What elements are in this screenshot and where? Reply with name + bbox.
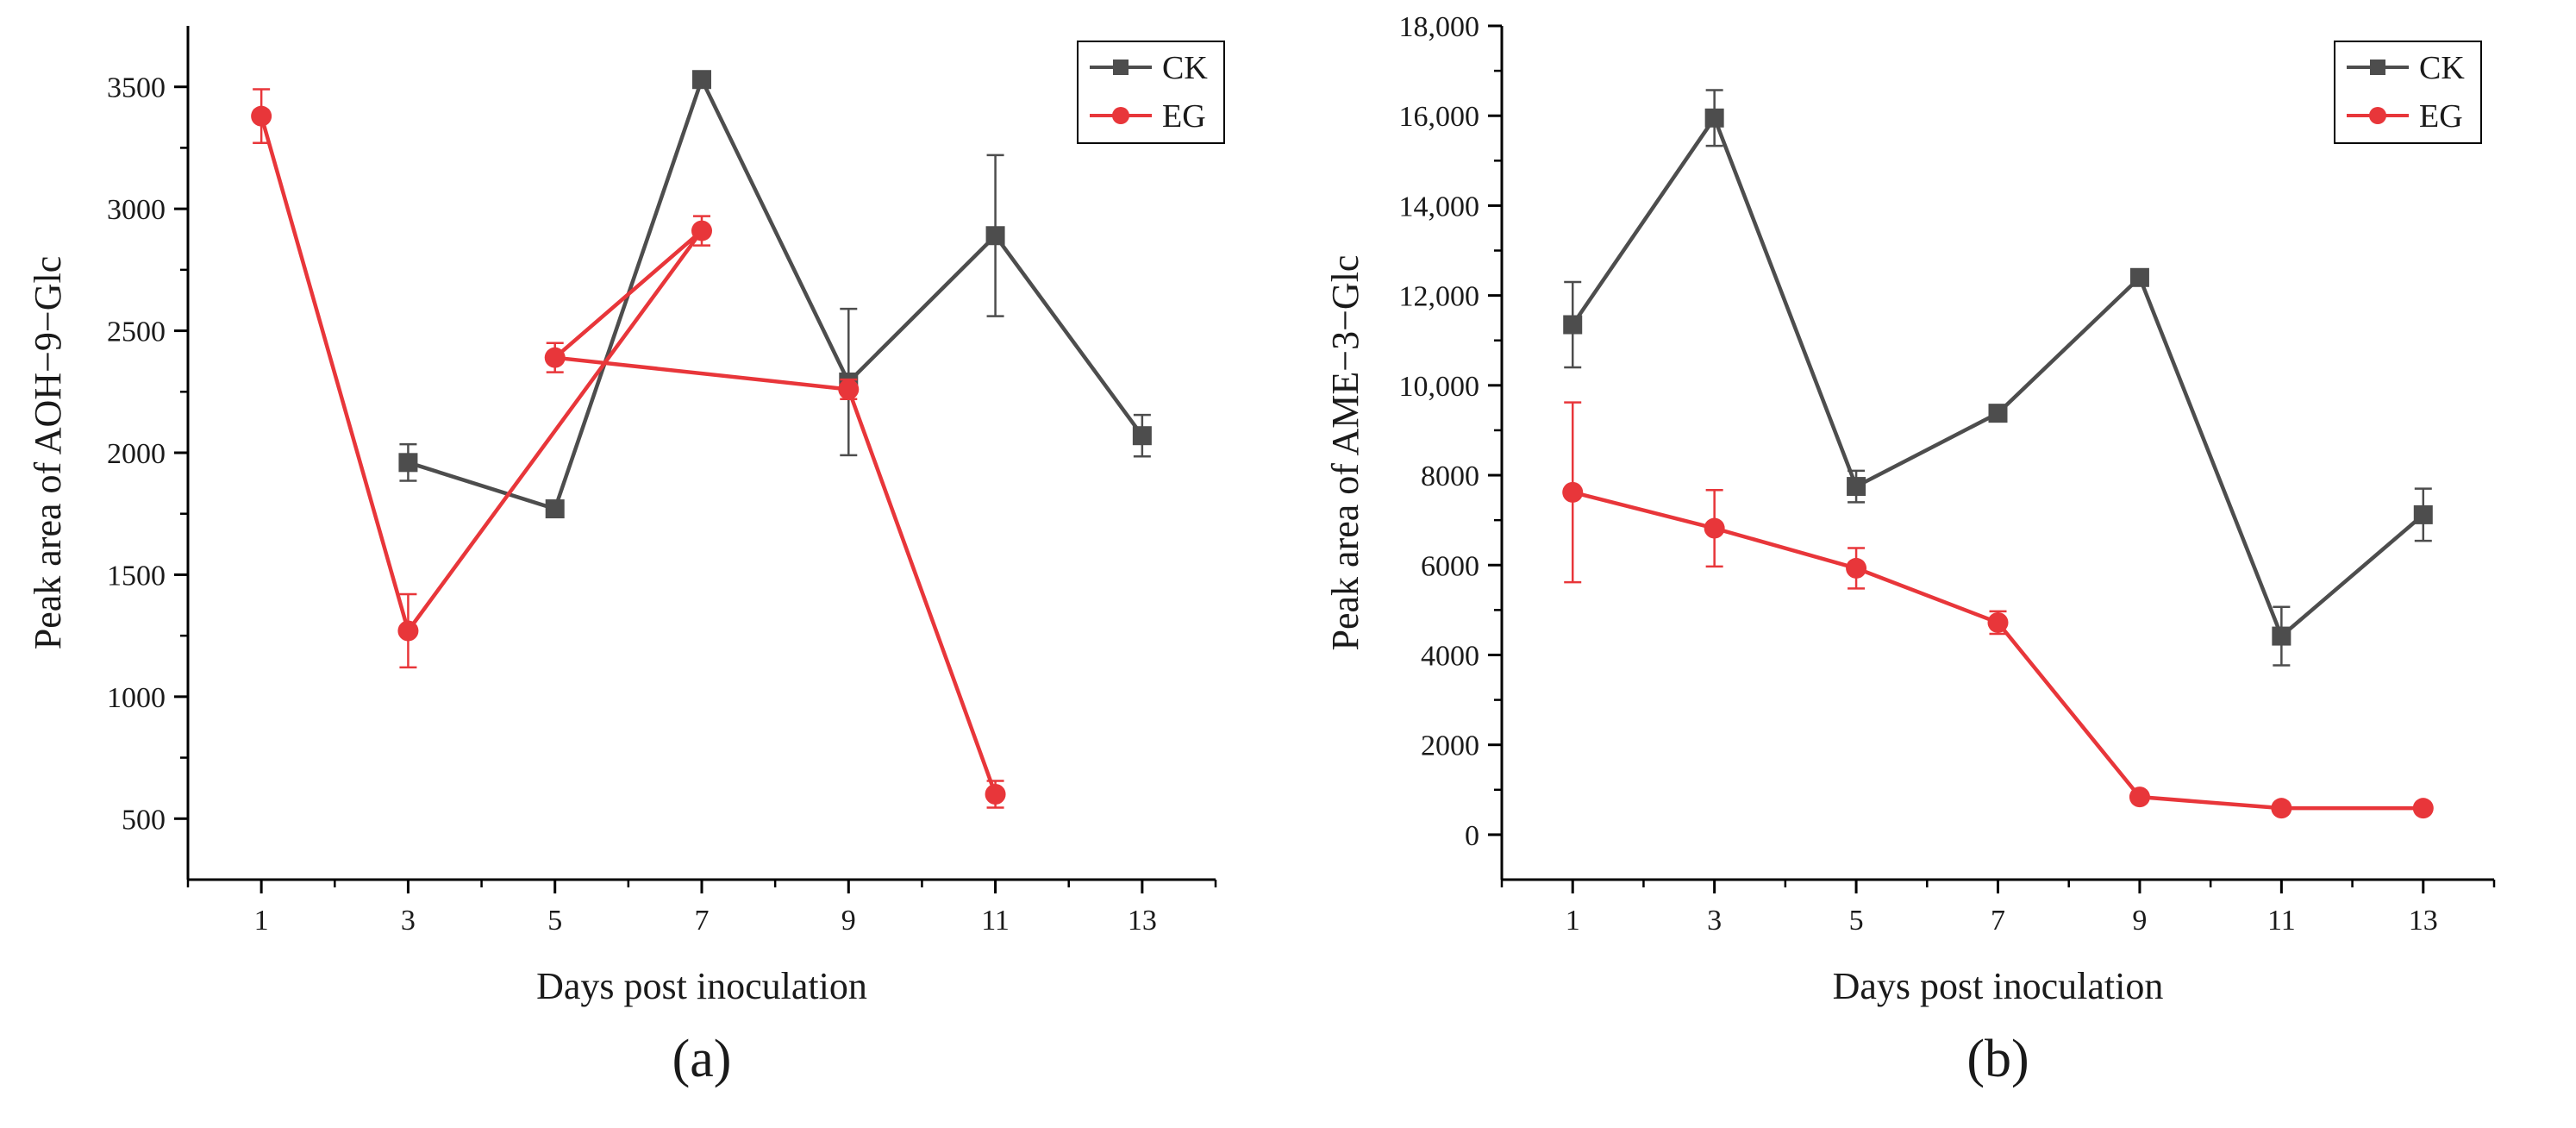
y-tick-label: 2000 [1421, 730, 1479, 762]
data-point-eg [251, 105, 272, 127]
data-point-ck [2413, 504, 2433, 524]
series-ck [1563, 89, 2433, 667]
x-tick-label: 3 [1707, 905, 1722, 937]
data-point-ck [545, 499, 565, 519]
y-tick-label: 3000 [107, 194, 166, 226]
legend-marker [2369, 107, 2386, 124]
y-tick-label: 18,000 [1399, 11, 1480, 43]
data-point-ck [2129, 267, 2149, 287]
data-point-ck [398, 453, 418, 473]
y-tick-label: 14,000 [1399, 191, 1480, 222]
legend: CK EG [2334, 41, 2482, 144]
chart-panel-b: 1 3 5 7 9 11 130200040006000800010,00012,00014… [1324, 11, 2496, 1088]
panel-label: (b) [1966, 1030, 2029, 1088]
data-point-ck [1563, 315, 1583, 335]
legend-box [1077, 41, 1225, 144]
legend-label: CK [2419, 50, 2465, 86]
x-tick-label: 11 [2267, 905, 2296, 937]
x-tick-label: 7 [695, 905, 710, 937]
data-point-eg [544, 347, 566, 368]
y-axis-label: Peak area of AME−3−Glc [1324, 255, 1366, 651]
data-point-ck [1988, 404, 2008, 423]
data-point-eg [397, 620, 419, 642]
x-tick-label: 7 [1991, 905, 2005, 937]
y-tick-label: 8000 [1421, 461, 1479, 492]
y-tick-label: 2000 [107, 438, 166, 470]
data-point-eg [985, 784, 1006, 805]
series-line-eg [1572, 490, 2423, 811]
x-tick-label: 5 [1849, 905, 1864, 937]
y-tick-label: 4000 [1421, 640, 1479, 672]
series-line-ck [407, 77, 1144, 511]
y-tick-label: 10,000 [1399, 371, 1480, 403]
y-tick-label: 3500 [107, 72, 166, 104]
data-point-ck [985, 226, 1005, 246]
data-point-ck [2272, 626, 2292, 646]
legend-marker [1113, 60, 1129, 75]
x-tick-label: 9 [2132, 905, 2147, 937]
y-tick-label: 1000 [107, 682, 166, 714]
legend-label: EG [2419, 98, 2463, 135]
y-tick-label: 2500 [107, 316, 166, 348]
legend-box [2334, 41, 2482, 144]
y-tick-label: 500 [122, 804, 166, 836]
x-tick-label: 1 [1566, 905, 1580, 937]
data-point-eg [691, 220, 712, 241]
data-point-eg [1562, 481, 1584, 503]
data-point-ck [1704, 108, 1724, 128]
data-point-ck [1132, 426, 1152, 446]
series-line-eg [259, 116, 997, 795]
y-tick-label: 12,000 [1399, 281, 1480, 313]
x-tick-label: 11 [981, 905, 1010, 937]
data-point-eg [1846, 557, 1867, 579]
legend-marker [2370, 60, 2385, 75]
y-axis-label: Peak area of AOH−9−Glc [27, 256, 69, 649]
x-tick-label: 3 [401, 905, 416, 937]
y-tick-label: 16,000 [1399, 101, 1480, 133]
y-tick-label: 1500 [107, 560, 166, 592]
legend: CK EG [1077, 41, 1225, 144]
series-line-ck [1571, 116, 2425, 638]
x-tick-label: 1 [254, 905, 269, 937]
series-eg [1562, 401, 2434, 819]
legend-marker [1112, 107, 1129, 124]
data-point-eg [1704, 517, 1725, 539]
series-eg [251, 88, 1006, 809]
data-point-eg [838, 379, 860, 400]
x-axis-label: Days post inoculation [1833, 965, 2164, 1007]
x-tick-label: 5 [547, 905, 562, 937]
chart-panel-a: 1 3 5 7 9 11 13500100015002000250030003500Days… [27, 26, 1225, 1088]
data-point-ck [692, 70, 711, 90]
legend-label: EG [1162, 98, 1206, 135]
x-tick-label: 9 [841, 905, 856, 937]
x-axis-label: Days post inoculation [536, 965, 867, 1007]
data-point-eg [2271, 798, 2292, 819]
x-tick-label: 13 [1128, 905, 1157, 937]
data-point-ck [1847, 477, 1866, 497]
x-tick-label: 13 [2409, 905, 2438, 937]
series-ck [398, 70, 1152, 519]
y-tick-label: 6000 [1421, 550, 1479, 582]
y-tick-label: 0 [1465, 820, 1479, 852]
data-point-eg [2412, 798, 2434, 819]
legend-label: CK [1162, 50, 1208, 86]
panel-label: (a) [672, 1030, 732, 1088]
data-point-eg [1987, 611, 2009, 633]
data-point-eg [2129, 786, 2150, 808]
